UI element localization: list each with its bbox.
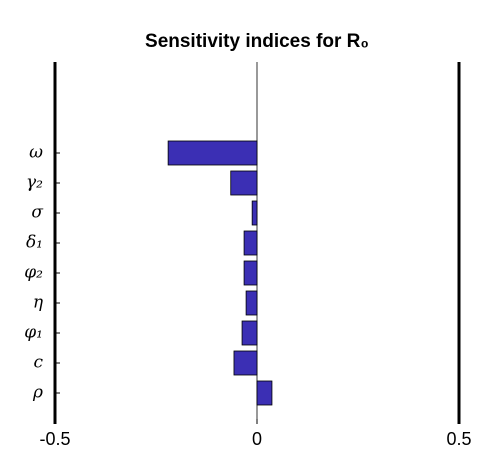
y-tick-label: ρ [32,383,43,403]
x-tick-label: 0.5 [446,429,471,449]
x-tick-label: 0 [252,429,262,449]
x-tick-label: -0.5 [39,429,70,449]
bar [251,200,258,226]
y-tick-label: φ₁ [24,323,43,343]
bar [243,260,258,286]
bar [167,140,258,166]
chart-title: Sensitivity indices for R₀ [145,31,369,52]
bar [243,230,258,256]
y-tick-label: ω [29,143,43,163]
bar [230,170,258,196]
y-tick-label: c [33,353,43,373]
bar [245,290,258,316]
bar [256,380,273,406]
y-tick-label: δ₁ [26,233,43,253]
y-tick-label: η [33,293,44,313]
y-tick-label: σ [31,203,43,223]
y-tick-label: γ₂ [26,173,43,193]
bar [241,320,258,346]
y-tick-label: φ₂ [24,263,43,283]
bar [233,350,258,376]
